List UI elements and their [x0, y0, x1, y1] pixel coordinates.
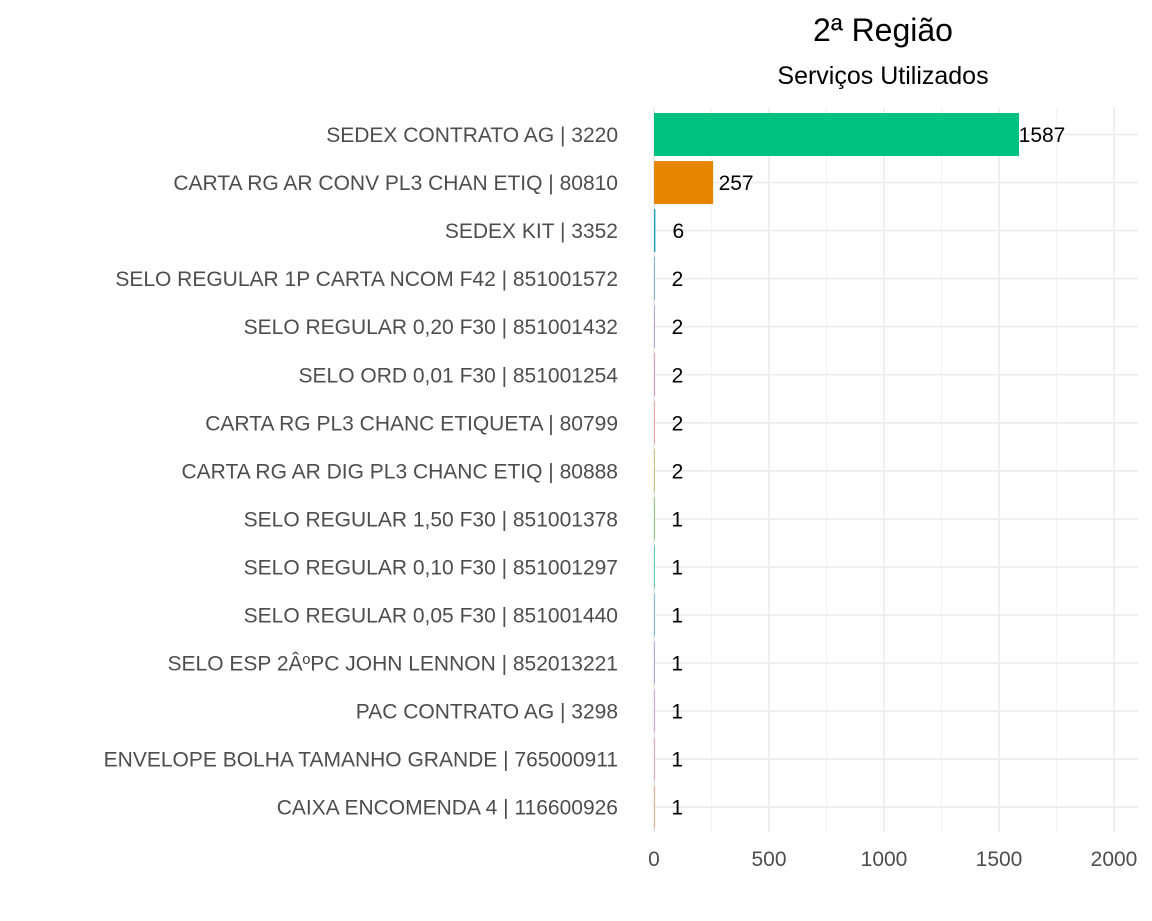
bar: [654, 449, 655, 493]
chart-title: 2ª Região: [813, 12, 953, 48]
category-label: PAC CONTRATO AG | 3298: [356, 701, 618, 724]
x-tick-label: 0: [648, 848, 660, 871]
chart-subtitle: Serviços Utilizados: [777, 62, 988, 90]
data-label: 1587: [1019, 124, 1066, 147]
data-label: 1: [671, 797, 683, 820]
x-tick-label: 1500: [976, 848, 1023, 871]
data-label: 1: [671, 556, 683, 579]
bar: [654, 113, 1020, 156]
bar: [654, 209, 656, 253]
data-label: 1: [671, 653, 683, 676]
bar: [654, 641, 655, 685]
data-label: 257: [719, 172, 754, 195]
bar: [654, 737, 655, 781]
data-label: 2: [672, 268, 684, 291]
x-tick-label: 500: [751, 848, 786, 871]
x-tick-label: 1000: [861, 848, 908, 871]
grid-lines: [653, 108, 1138, 832]
category-label: SEDEX CONTRATO AG | 3220: [326, 124, 618, 147]
bar: [654, 161, 714, 205]
category-label: SELO REGULAR 0,05 F30 | 851001440: [244, 605, 618, 628]
category-label: CARTA RG AR DIG PL3 CHANC ETIQ | 80888: [182, 460, 619, 483]
category-label: ENVELOPE BOLHA TAMANHO GRANDE | 76500091…: [104, 749, 618, 772]
data-label: 1: [671, 749, 683, 772]
category-label: CAIXA ENCOMENDA 4 | 116600926: [277, 797, 618, 820]
bar: [654, 257, 655, 301]
bar: [654, 305, 655, 349]
data-label: 2: [672, 364, 684, 387]
category-label: SELO ESP 2ÂºPC JOHN LENNON | 852013221: [168, 653, 618, 676]
x-tick-label: 2000: [1091, 848, 1138, 871]
data-label: 1: [671, 701, 683, 724]
data-label: 6: [673, 220, 685, 243]
bar: [654, 545, 655, 589]
bars: [654, 113, 1020, 829]
bar: [654, 497, 655, 541]
category-label: SELO ORD 0,01 F30 | 851001254: [299, 364, 619, 387]
bar: [654, 689, 655, 733]
category-labels: SEDEX CONTRATO AG | 3220 CARTA RG AR CONV…: [104, 124, 619, 820]
data-label: 2: [672, 460, 684, 483]
bar: [654, 593, 655, 637]
data-label: 1: [671, 508, 683, 531]
category-label: SELO REGULAR 1,50 F30 | 851001378: [244, 508, 618, 531]
category-label: SELO REGULAR 0,10 F30 | 851001297: [244, 556, 618, 579]
bar: [654, 785, 655, 829]
category-label: SELO REGULAR 1P CARTA NCOM F42 | 8510015…: [115, 268, 618, 291]
category-label: CARTA RG PL3 CHANC ETIQUETA | 80799: [205, 412, 618, 435]
data-label: 2: [672, 412, 684, 435]
x-axis-ticks: 0 500 1000 1500 2000: [648, 848, 1137, 871]
bar: [654, 353, 655, 397]
value-labels: 1587 257 6 2 2 2 2 2 1 1 1 1 1 1 1: [671, 124, 1065, 820]
category-label: CARTA RG AR CONV PL3 CHAN ETIQ | 80810: [173, 172, 618, 195]
bar: [654, 401, 655, 445]
data-label: 2: [672, 316, 684, 339]
data-label: 1: [671, 605, 683, 628]
category-label: SEDEX KIT | 3352: [445, 220, 618, 243]
category-label: SELO REGULAR 0,20 F30 | 851001432: [244, 316, 618, 339]
